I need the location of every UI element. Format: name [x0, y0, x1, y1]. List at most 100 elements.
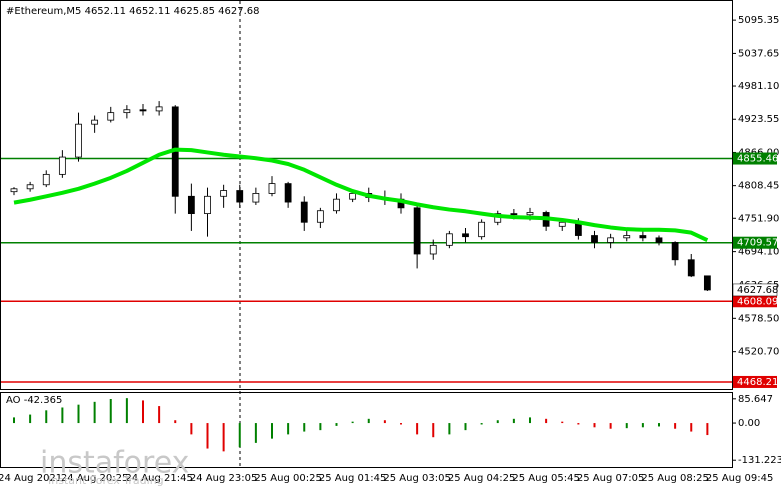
ao-bar	[287, 423, 290, 435]
y-tick-label: 4751.90	[738, 213, 779, 224]
x-tick-label: 25 Aug 05:45	[512, 473, 579, 484]
candle-body	[236, 190, 244, 203]
level-tag	[733, 236, 777, 249]
candle-body	[10, 188, 18, 193]
level-label: 4468.21	[737, 377, 778, 388]
ao-bar	[641, 423, 644, 428]
candle-body	[526, 212, 534, 216]
candle-body	[300, 201, 308, 223]
chart-title: #Ethereum,M5 4652.11 4652.11 4625.85 462…	[6, 6, 260, 17]
y-tick-label: 4520.70	[738, 347, 779, 358]
ao-bar	[416, 423, 419, 435]
x-tick-label: 24 Aug 21:45	[125, 473, 192, 484]
candle-body	[655, 237, 663, 243]
candle-body	[462, 233, 469, 238]
plot: 5095.355037.654981.104923.554866.004808.…	[0, 15, 781, 484]
ao-bar	[400, 423, 402, 425]
ao-bar	[109, 399, 112, 424]
ao-bar	[625, 423, 628, 429]
x-tick-label: 25 Aug 08:25	[641, 473, 708, 484]
x-tick-label: 24 Aug 2021	[0, 473, 62, 484]
ao-bar	[690, 423, 693, 432]
candle-body	[671, 242, 679, 261]
ao-bar	[383, 420, 386, 424]
ao-bar	[593, 423, 596, 428]
ao-bar	[658, 423, 660, 427]
ao-bar	[206, 423, 209, 449]
candle-body	[204, 195, 211, 215]
candle-body	[445, 233, 453, 246]
candle-body	[478, 221, 486, 238]
candle-body	[413, 207, 421, 255]
y-tick-label: 85.647	[738, 394, 773, 405]
ao-bar	[125, 398, 128, 424]
candle-body	[42, 173, 50, 186]
ao-bar	[577, 423, 580, 425]
ao-bar	[29, 414, 32, 424]
y-tick-label: 4923.55	[738, 114, 779, 125]
ao-bar	[77, 404, 80, 424]
candle-body	[139, 109, 147, 112]
candle-body	[429, 244, 437, 255]
ao-bar	[45, 410, 48, 424]
ao-bar	[335, 423, 338, 426]
candle-body	[58, 156, 66, 175]
candle-body	[333, 198, 340, 212]
candle-body	[75, 123, 82, 158]
candle-body	[220, 190, 228, 197]
ao-bar	[674, 423, 677, 429]
moving-average	[13, 147, 709, 242]
x-tick-label: 25 Aug 07:05	[577, 473, 644, 484]
level-label: 4709.57	[737, 238, 778, 249]
ao-bar	[190, 423, 193, 435]
ao-bar	[13, 417, 15, 424]
level-label: 4608.09	[737, 296, 778, 307]
candle-body	[187, 195, 195, 215]
ao-bar	[512, 418, 515, 424]
candle-body	[510, 213, 518, 216]
ao-bar	[142, 400, 144, 424]
ao-title: AO -42.365	[6, 395, 62, 406]
ao-bar	[496, 420, 499, 424]
ao-bar	[319, 423, 322, 431]
price-tag	[732, 283, 778, 297]
candle-body	[591, 235, 598, 243]
candle-body	[687, 259, 695, 277]
ao-bar	[480, 423, 483, 425]
candle-body	[316, 210, 324, 223]
candle-body	[703, 275, 711, 291]
x-tick-label: 24 Aug 20:25	[61, 473, 128, 484]
watermark-tagline: Instant Forex Trading	[48, 474, 164, 487]
ao-bar	[61, 407, 64, 424]
ao-bar	[432, 423, 435, 438]
watermark-brand: instaforex	[40, 446, 189, 481]
level-label: 4855.46	[737, 154, 778, 165]
x-tick-label: 25 Aug 09:45	[706, 473, 773, 484]
candle-body	[155, 106, 163, 112]
level-tag	[733, 152, 777, 165]
y-tick-label: -131.2231	[738, 455, 781, 466]
ao-bar	[609, 423, 612, 429]
candle-body	[639, 235, 647, 239]
ao-bar	[545, 418, 548, 424]
ao-bar	[238, 423, 241, 448]
candle-body	[349, 193, 357, 200]
x-tick-label: 25 Aug 01:45	[319, 473, 386, 484]
ao-bar	[367, 418, 370, 424]
candle-body	[607, 237, 615, 243]
current-price: 4627.68	[737, 285, 778, 296]
candle-body	[123, 109, 131, 114]
candle-body	[558, 221, 566, 227]
x-tick-label: 24 Aug 23:05	[190, 473, 257, 484]
ao-frame	[0, 392, 733, 468]
level-tag	[733, 295, 777, 308]
ao-bar	[254, 423, 257, 443]
candle-body	[252, 193, 260, 203]
ao-bar	[448, 423, 451, 435]
candle-body	[91, 119, 99, 125]
y-tick-label: 4578.50	[738, 313, 779, 324]
ao-bar	[93, 401, 96, 424]
ao-bar	[351, 421, 354, 424]
